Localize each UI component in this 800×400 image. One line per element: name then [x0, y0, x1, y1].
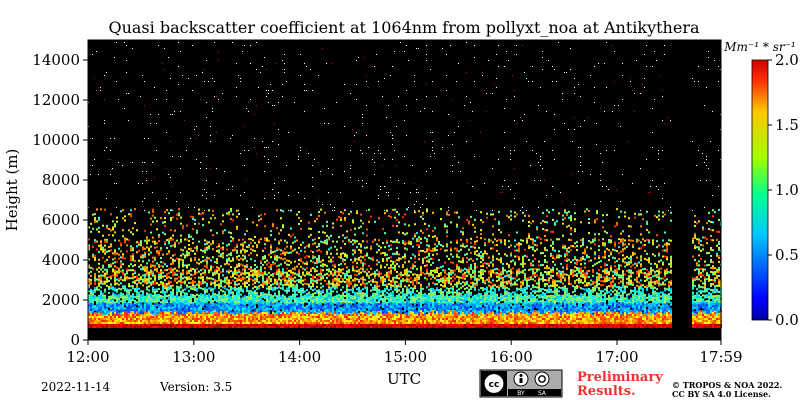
- chart-title: Quasi backscatter coefficient at 1064nm …: [108, 18, 700, 37]
- colorbar: 0.0 0.5 1.0 1.5 2.0 Mm⁻¹ * sr⁻¹: [723, 40, 799, 329]
- x-axis: 12:00 13:00 14:00 15:00 16:00 17:00 17:59: [66, 340, 743, 366]
- no-data-gap: [672, 40, 692, 340]
- plot-area: [87, 39, 722, 341]
- y-axis-label: Height (m): [3, 149, 21, 232]
- y-tick-label: 6000: [42, 211, 80, 229]
- plot-frame: [87, 39, 722, 341]
- backscatter-data: [88, 42, 722, 328]
- y-tick-label: 14000: [32, 51, 80, 69]
- x-tick-label: 17:00: [595, 348, 638, 366]
- x-tick-label: 13:00: [172, 348, 215, 366]
- x-tick-label: 12:00: [66, 348, 109, 366]
- x-tick-label: 17:59: [699, 348, 742, 366]
- x-tick-label: 14:00: [278, 348, 321, 366]
- y-tick-label: 4000: [42, 251, 80, 269]
- y-tick-label: 8000: [42, 171, 80, 189]
- colorbar-ticks: 0.0 0.5 1.0 1.5 2.0: [768, 51, 799, 329]
- badge-sa-text: SA: [538, 390, 547, 397]
- colorbar-tick-label: 2.0: [775, 51, 799, 69]
- colorbar-gradient: [751, 59, 769, 321]
- y-axis: 0 2000 4000 6000 8000 10000 12000 14000: [32, 51, 88, 349]
- preliminary-text: Preliminary: [577, 370, 663, 385]
- share-alike-icon: [534, 371, 550, 387]
- colorbar-tick-label: 1.0: [775, 181, 799, 199]
- cc-icon: [483, 372, 505, 395]
- x-axis-label: UTC: [387, 370, 421, 388]
- footer: 2022-11-14 Version: 3.5 cc BY SA Prelimi…: [41, 369, 782, 399]
- colorbar-tick-label: 0.5: [775, 246, 799, 264]
- y-tick-label: 0: [70, 331, 80, 349]
- colorbar-tick-label: 1.5: [775, 116, 799, 134]
- cc-license-badge: cc BY SA: [479, 369, 563, 398]
- copyright-text: © TROPOS & NOA 2022.: [672, 380, 782, 390]
- badge-by-text: BY: [517, 390, 525, 397]
- date-label: 2022-11-14: [41, 380, 111, 394]
- version-label: Version: 3.5: [159, 380, 232, 394]
- y-tick-label: 12000: [32, 91, 80, 109]
- y-tick-label: 10000: [32, 131, 80, 149]
- results-text: Results.: [577, 384, 636, 399]
- x-tick-label: 16:00: [490, 348, 533, 366]
- x-tick-label: 15:00: [384, 348, 427, 366]
- colorbar-unit-label: Mm⁻¹ * sr⁻¹: [723, 40, 795, 54]
- license-text: CC BY SA 4.0 License.: [672, 389, 771, 399]
- colorbar-tick-label: 0.0: [775, 311, 799, 329]
- y-tick-label: 2000: [42, 291, 80, 309]
